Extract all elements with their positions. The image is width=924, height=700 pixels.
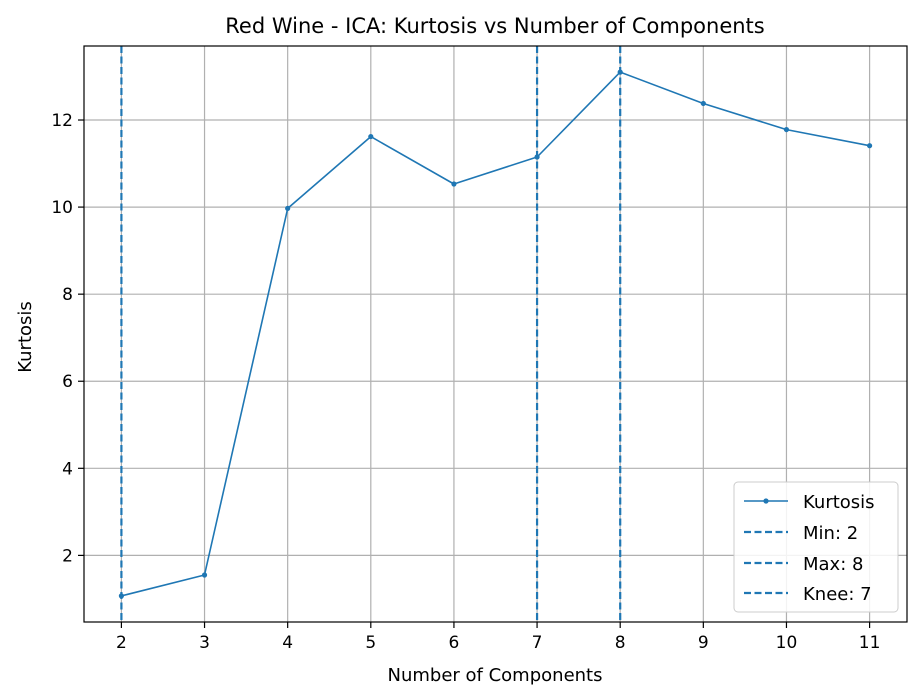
legend-knee-label: Knee: 7: [803, 584, 872, 605]
y-tick-label: 12: [51, 111, 73, 131]
kurtosis-data-point: [201, 572, 208, 578]
x-tick-label: 6: [449, 633, 460, 653]
legend-min-label: Min: 2: [803, 523, 858, 544]
kurtosis-data-point: [451, 181, 457, 187]
y-tick-label: 2: [62, 546, 73, 566]
x-tick-label: 2: [116, 633, 127, 653]
chart-title: Red Wine - ICA: Kurtosis vs Number of Co…: [225, 14, 764, 38]
y-tick-label: 8: [62, 285, 73, 305]
legend-max-label: Max: 8: [803, 554, 863, 575]
tick-layer: 2 3 4 5 6 7 8 9 10 11 2 4 6 8 10 12: [51, 111, 880, 653]
x-tick-label: 9: [698, 633, 709, 653]
y-tick-label: 6: [62, 372, 73, 392]
kurtosis-data-point: [534, 154, 540, 160]
x-axis-label: Number of Components: [388, 665, 603, 686]
x-tick-label: 8: [615, 633, 626, 653]
series-layer: [118, 69, 873, 599]
x-tick-label: 11: [859, 633, 881, 653]
x-tick-label: 5: [365, 633, 376, 653]
legend-kurtosis-marker: [763, 498, 769, 504]
x-tick-label: 10: [776, 633, 798, 653]
kurtosis-data-point: [783, 126, 790, 133]
x-tick-label: 3: [199, 633, 210, 653]
reference-lines: [120, 46, 622, 622]
kurtosis-data-point: [118, 593, 125, 599]
y-tick-label: 10: [51, 198, 73, 218]
x-tick-label: 4: [282, 633, 293, 653]
kurtosis-data-point: [700, 100, 706, 107]
y-tick-label: 4: [62, 459, 73, 479]
kurtosis-data-point: [866, 143, 873, 149]
legend-kurtosis-label: Kurtosis: [803, 492, 875, 513]
legend-box: [733, 481, 899, 613]
x-tick-label: 7: [532, 633, 543, 653]
kurtosis-data-point: [285, 205, 291, 211]
kurtosis-data-point: [617, 69, 623, 75]
kurtosis-series-line: [121, 71, 870, 597]
y-axis-label: Kurtosis: [15, 301, 36, 373]
kurtosis-data-point: [368, 133, 374, 140]
plot-frame: [83, 45, 908, 623]
legend: Kurtosis Min: 2 Max: 8 Knee: 7: [733, 481, 899, 613]
